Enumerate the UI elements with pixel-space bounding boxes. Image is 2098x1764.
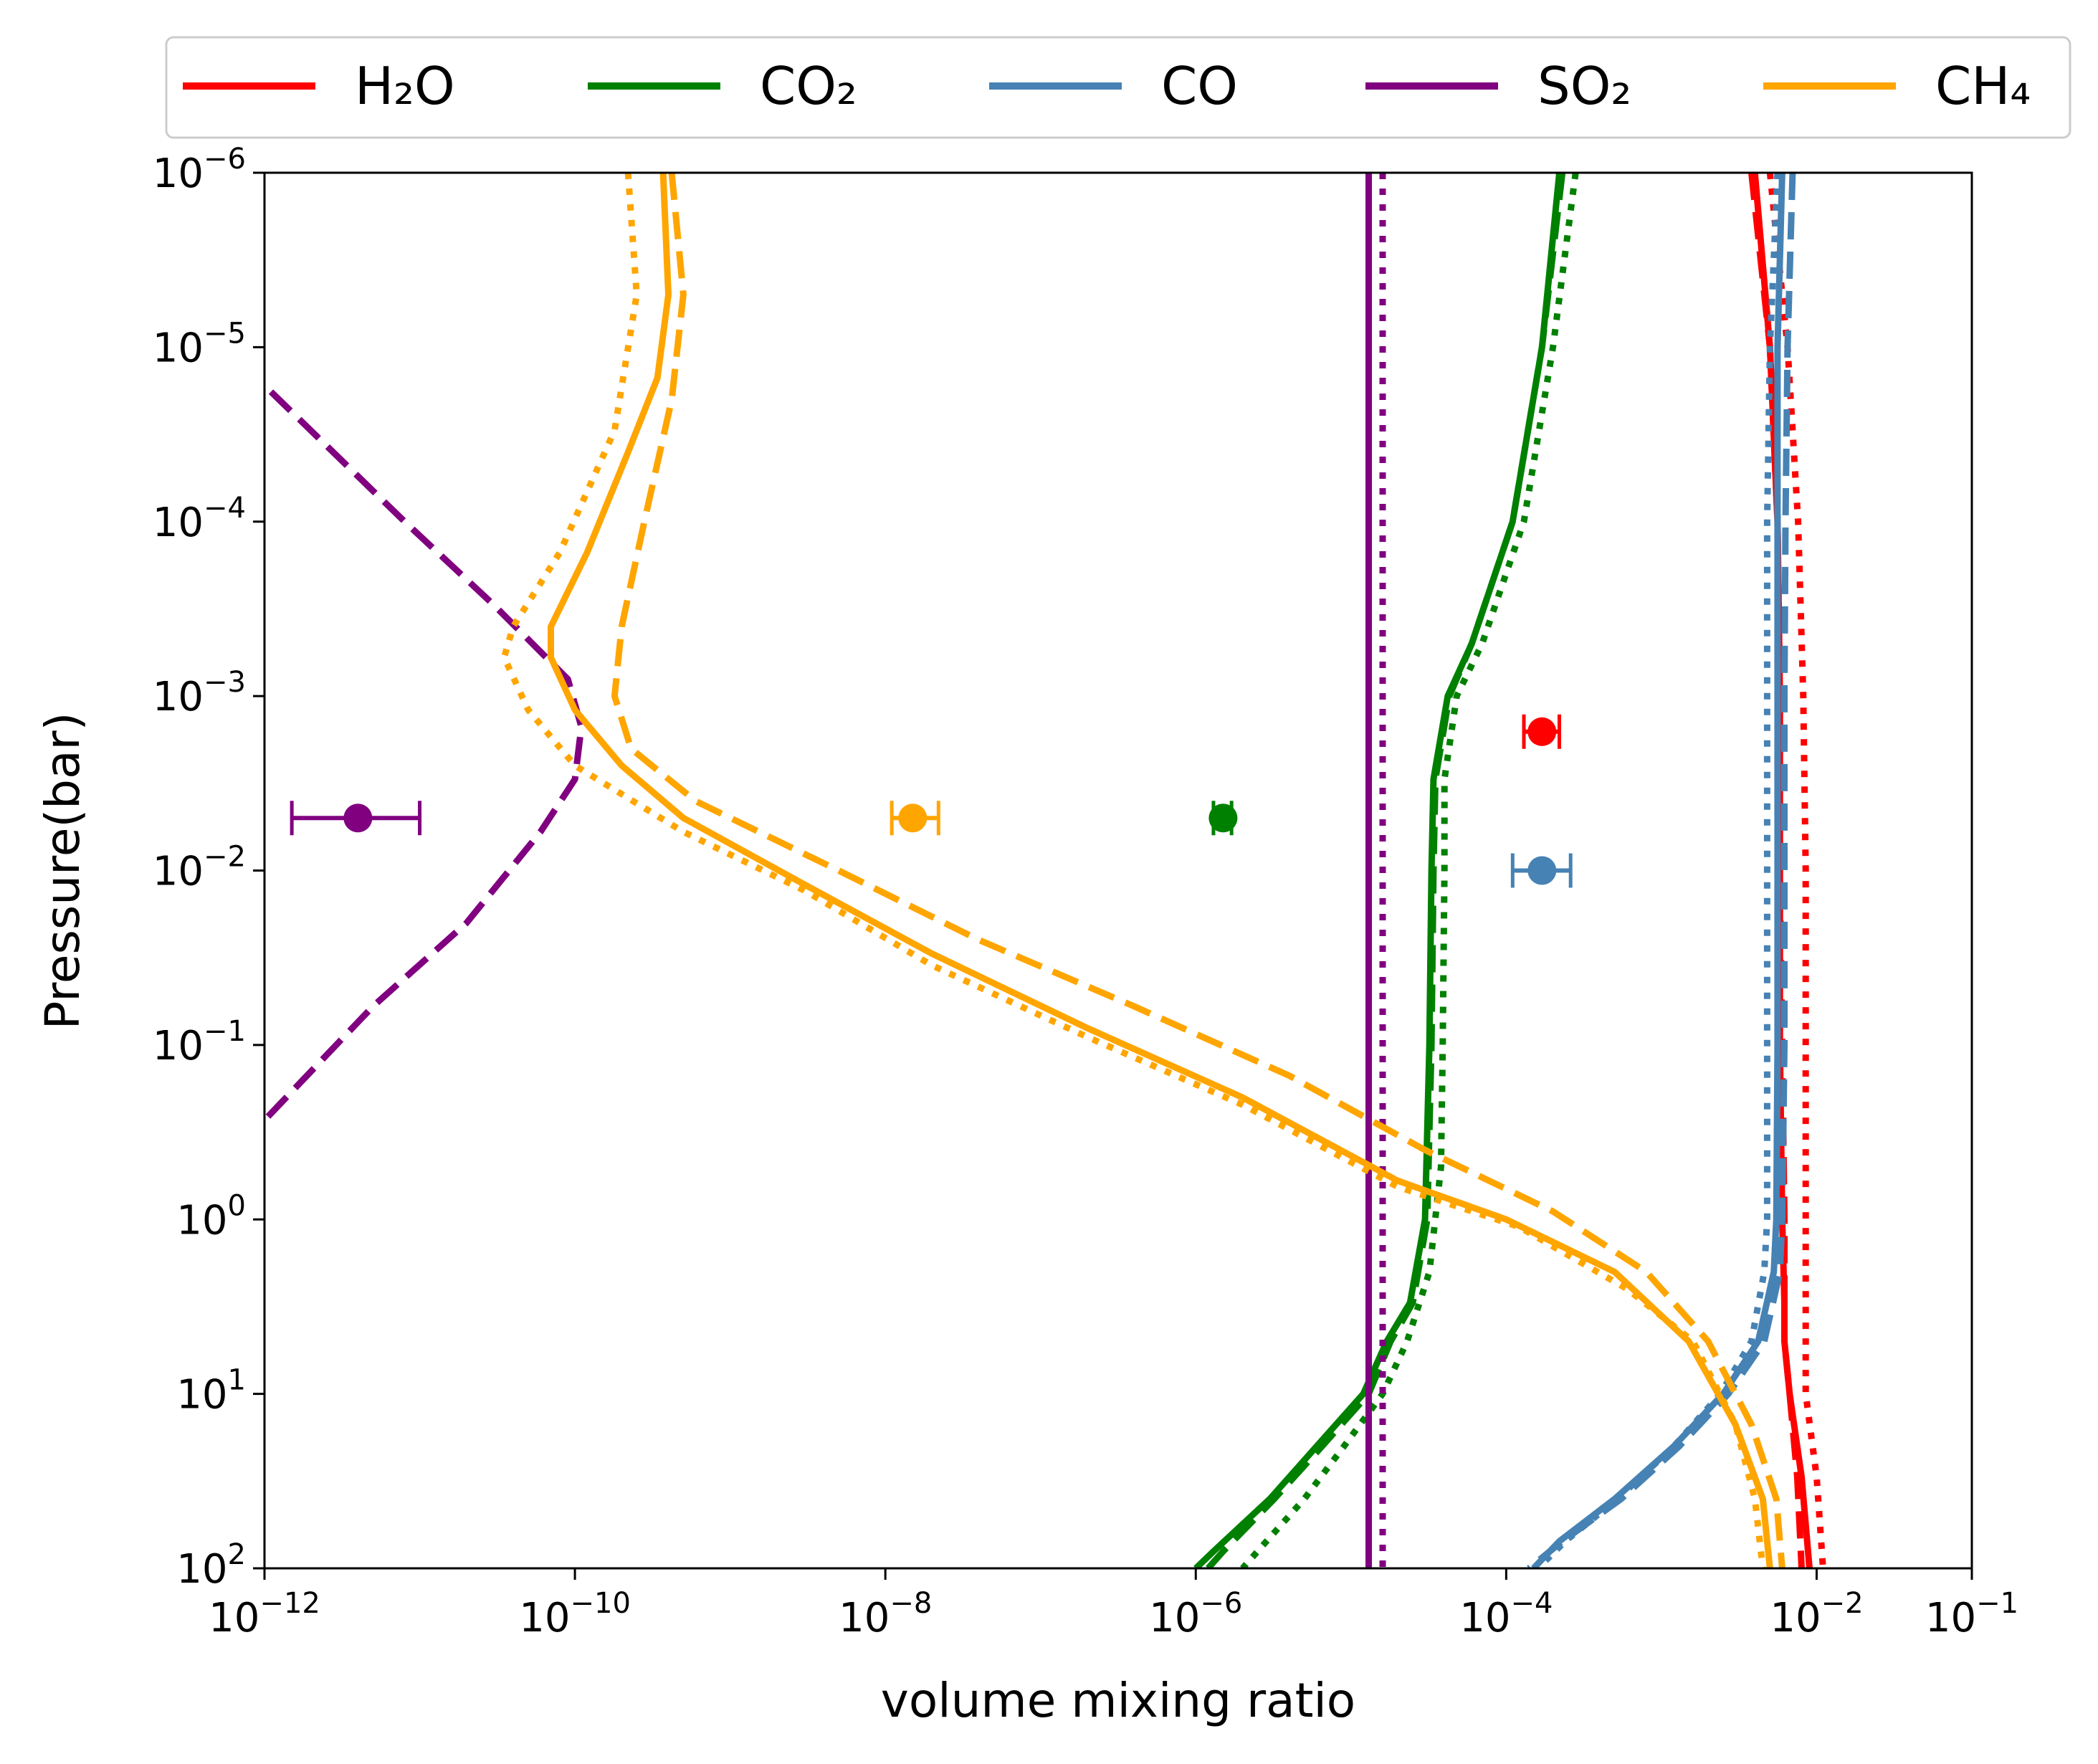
series-line-ch4-solid bbox=[548, 173, 1773, 1568]
observation-co2 bbox=[1208, 801, 1238, 836]
data-point bbox=[898, 804, 928, 833]
legend: H₂O CO₂ CO SO₂ CH₄ bbox=[165, 36, 2071, 139]
x-axis-label: volume mixing ratio bbox=[881, 1673, 1355, 1728]
series-line-co2-dashed bbox=[1206, 173, 1566, 1568]
series-line-h2o-dotted bbox=[1766, 173, 1826, 1568]
legend-entry-2: CO bbox=[989, 56, 1238, 116]
legend-entry-1: CO₂ bbox=[588, 56, 857, 116]
x-tick-label: 10−1 bbox=[1925, 1587, 2018, 1641]
observation-ch4 bbox=[890, 801, 940, 836]
y-tick-label: 10−4 bbox=[153, 492, 246, 546]
series-line-co-dashed bbox=[1527, 173, 1796, 1568]
y-axis-label: Pressure(bar) bbox=[35, 712, 90, 1030]
series-line-ch4-dotted bbox=[500, 173, 1766, 1568]
x-tick-label: 10−6 bbox=[1149, 1587, 1242, 1641]
x-tick-label: 10−2 bbox=[1770, 1587, 1863, 1641]
y-tick-label: 101 bbox=[176, 1364, 246, 1419]
series-line-so2-dashed bbox=[264, 389, 585, 1123]
series-line-ch4-dashed bbox=[611, 173, 1785, 1568]
observation-h2o bbox=[1522, 714, 1562, 749]
series-line-co2-solid bbox=[1193, 173, 1563, 1568]
y-tick-label: 102 bbox=[176, 1538, 246, 1593]
legend-entry-0: H₂O bbox=[183, 56, 455, 116]
legend-label: CH₄ bbox=[1935, 56, 2031, 116]
x-axis-ticks: 10−12 10−10 10−8 10−6 10−4 10−2 10−1 bbox=[209, 1568, 2018, 1641]
data-point bbox=[1527, 856, 1557, 885]
series-layer bbox=[264, 173, 1826, 1568]
x-tick-label: 10−12 bbox=[209, 1587, 320, 1641]
x-tick-label: 10−8 bbox=[839, 1587, 932, 1641]
data-point bbox=[343, 804, 373, 833]
legend-label: CO₂ bbox=[760, 56, 857, 116]
y-tick-label: 10−6 bbox=[153, 143, 246, 197]
observations-layer bbox=[290, 714, 1573, 888]
series-line-co-solid bbox=[1531, 173, 1785, 1568]
y-tick-label: 10−2 bbox=[153, 841, 246, 895]
x-tick-label: 10−4 bbox=[1459, 1587, 1553, 1641]
data-point bbox=[1527, 717, 1557, 746]
y-tick-label: 10−5 bbox=[153, 317, 246, 371]
legend-entry-4: CH₄ bbox=[1763, 56, 2031, 116]
plot-frame bbox=[263, 171, 1973, 1570]
series-line-co-dotted bbox=[1535, 173, 1781, 1568]
y-axis-ticks: 10−6 10−5 10−4 10−3 10−2 10−1 100 101 102 bbox=[153, 143, 264, 1593]
observation-so2 bbox=[290, 801, 422, 836]
observation-co bbox=[1510, 853, 1573, 888]
legend-entry-3: SO₂ bbox=[1365, 56, 1631, 116]
series-line-co2-dotted bbox=[1240, 173, 1579, 1568]
y-tick-label: 10−3 bbox=[153, 666, 246, 720]
legend-label: H₂O bbox=[355, 56, 455, 116]
y-tick-label: 10−1 bbox=[153, 1015, 246, 1069]
data-point bbox=[1208, 804, 1238, 833]
legend-label: SO₂ bbox=[1537, 56, 1631, 116]
y-tick-label: 100 bbox=[176, 1189, 246, 1244]
x-tick-label: 10−10 bbox=[519, 1587, 631, 1641]
series-line-h2o-solid bbox=[1751, 173, 1813, 1568]
legend-label: CO bbox=[1161, 56, 1238, 116]
